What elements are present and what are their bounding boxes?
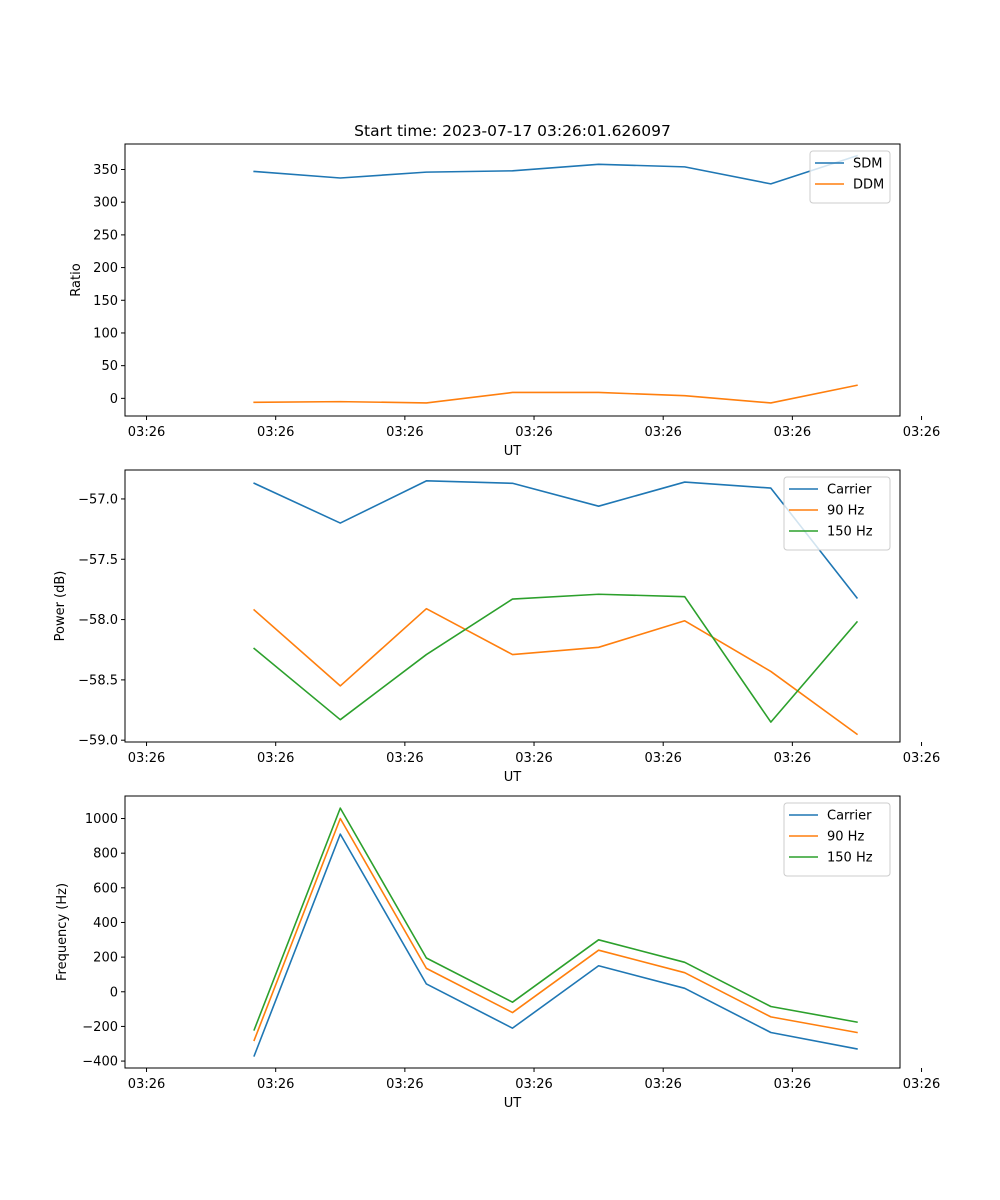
x-tick-label: 03:26 — [644, 751, 681, 766]
y-axis-label: Frequency (Hz) — [55, 883, 70, 981]
plot-frame — [124, 795, 901, 1069]
x-tick-label: 03:26 — [903, 1077, 940, 1092]
legend: Carrier 90 Hz 150 Hz — [783, 802, 891, 877]
legend-box — [809, 150, 891, 204]
x-tick-label: 03:26 — [386, 1077, 423, 1092]
x-tick-label: 03:26 — [515, 751, 552, 766]
x-tick-label: 03:26 — [128, 751, 165, 766]
y-tick-label: 150 — [93, 294, 118, 309]
x-tick-label: 03:26 — [128, 425, 165, 440]
x-tick-label: 03:26 — [257, 1077, 294, 1092]
y-tick-label: −58.0 — [78, 613, 118, 628]
y-axis-label: Ratio — [69, 263, 84, 296]
y-tick-label: −57.0 — [78, 492, 118, 507]
y-tick-label: −58.5 — [78, 673, 118, 688]
y-tick-label: 600 — [93, 881, 118, 896]
legend-label: 90 Hz — [827, 830, 864, 845]
y-tick-label: 100 — [93, 326, 118, 341]
y-tick-label: 1000 — [85, 812, 118, 827]
series-line-carrier — [253, 833, 858, 1057]
x-tick-label: 03:26 — [644, 1077, 681, 1092]
x-tick-label: 03:26 — [644, 425, 681, 440]
x-axis-label: UT — [504, 770, 522, 785]
y-tick-label: −59.0 — [78, 734, 118, 749]
x-tick-label: 03:26 — [774, 1077, 811, 1092]
series-line-sdm — [253, 154, 858, 185]
y-tick-label: 300 — [93, 196, 118, 211]
legend-label: Carrier — [827, 483, 872, 498]
plot-frame — [124, 143, 901, 417]
y-tick-label: 200 — [93, 261, 118, 276]
series-line-carrier — [253, 480, 859, 599]
frequency-panel: UT Frequency (Hz) −400 −200 0 200 400 600 800 1… — [55, 795, 940, 1111]
legend-label: 150 Hz — [827, 851, 873, 866]
legend: SDM DDM — [809, 150, 891, 204]
legend-label: Carrier — [827, 809, 872, 824]
y-tick-label: 0 — [110, 985, 118, 1000]
plot-frame — [124, 469, 901, 743]
y-tick-label: −400 — [82, 1055, 118, 1070]
y-tick-label: −200 — [82, 1020, 118, 1035]
y-tick-label: −57.5 — [78, 553, 118, 568]
legend-label: SDM — [853, 157, 882, 172]
series-line-90-hz — [253, 607, 859, 736]
figure-title: Start time: 2023-07-17 03:26:01.626097 — [354, 122, 671, 140]
x-tick-label: 03:26 — [515, 1077, 552, 1092]
x-tick-label: 03:26 — [774, 751, 811, 766]
y-tick-label: 250 — [93, 228, 118, 243]
x-tick-label: 03:26 — [515, 425, 552, 440]
series-line-ddm — [253, 384, 858, 404]
y-axis-label: Power (dB) — [53, 571, 68, 642]
y-tick-label: 0 — [110, 392, 118, 407]
x-tick-label: 03:26 — [257, 751, 294, 766]
y-tick-label: 350 — [93, 163, 118, 178]
x-tick-label: 03:26 — [386, 425, 423, 440]
ratio-panel: UT Ratio 0 50 100 150 200 250 300 350 03:26 03:26… — [69, 143, 940, 459]
legend-label: DDM — [853, 178, 884, 193]
x-tick-label: 03:26 — [903, 425, 940, 440]
legend: Carrier 90 Hz 150 Hz — [783, 476, 891, 551]
x-tick-label: 03:26 — [386, 751, 423, 766]
x-tick-label: 03:26 — [903, 751, 940, 766]
x-tick-label: 03:26 — [774, 425, 811, 440]
y-tick-label: 50 — [101, 359, 118, 374]
series-line-150-hz — [253, 593, 859, 723]
series-line-150-hz — [253, 807, 858, 1031]
x-axis-label: UT — [504, 444, 522, 459]
x-axis-label: UT — [504, 1096, 522, 1111]
y-tick-label: 400 — [93, 916, 118, 931]
power-panel: UT Power (dB) −59.0 −58.5 −58.0 −57.5 −57.0 0… — [53, 469, 940, 785]
y-tick-label: 200 — [93, 951, 118, 966]
series-line-90-hz — [253, 817, 858, 1042]
legend-label: 90 Hz — [827, 504, 864, 519]
legend-label: 150 Hz — [827, 525, 873, 540]
x-tick-label: 03:26 — [257, 425, 294, 440]
x-tick-label: 03:26 — [128, 1077, 165, 1092]
y-tick-label: 800 — [93, 847, 118, 862]
